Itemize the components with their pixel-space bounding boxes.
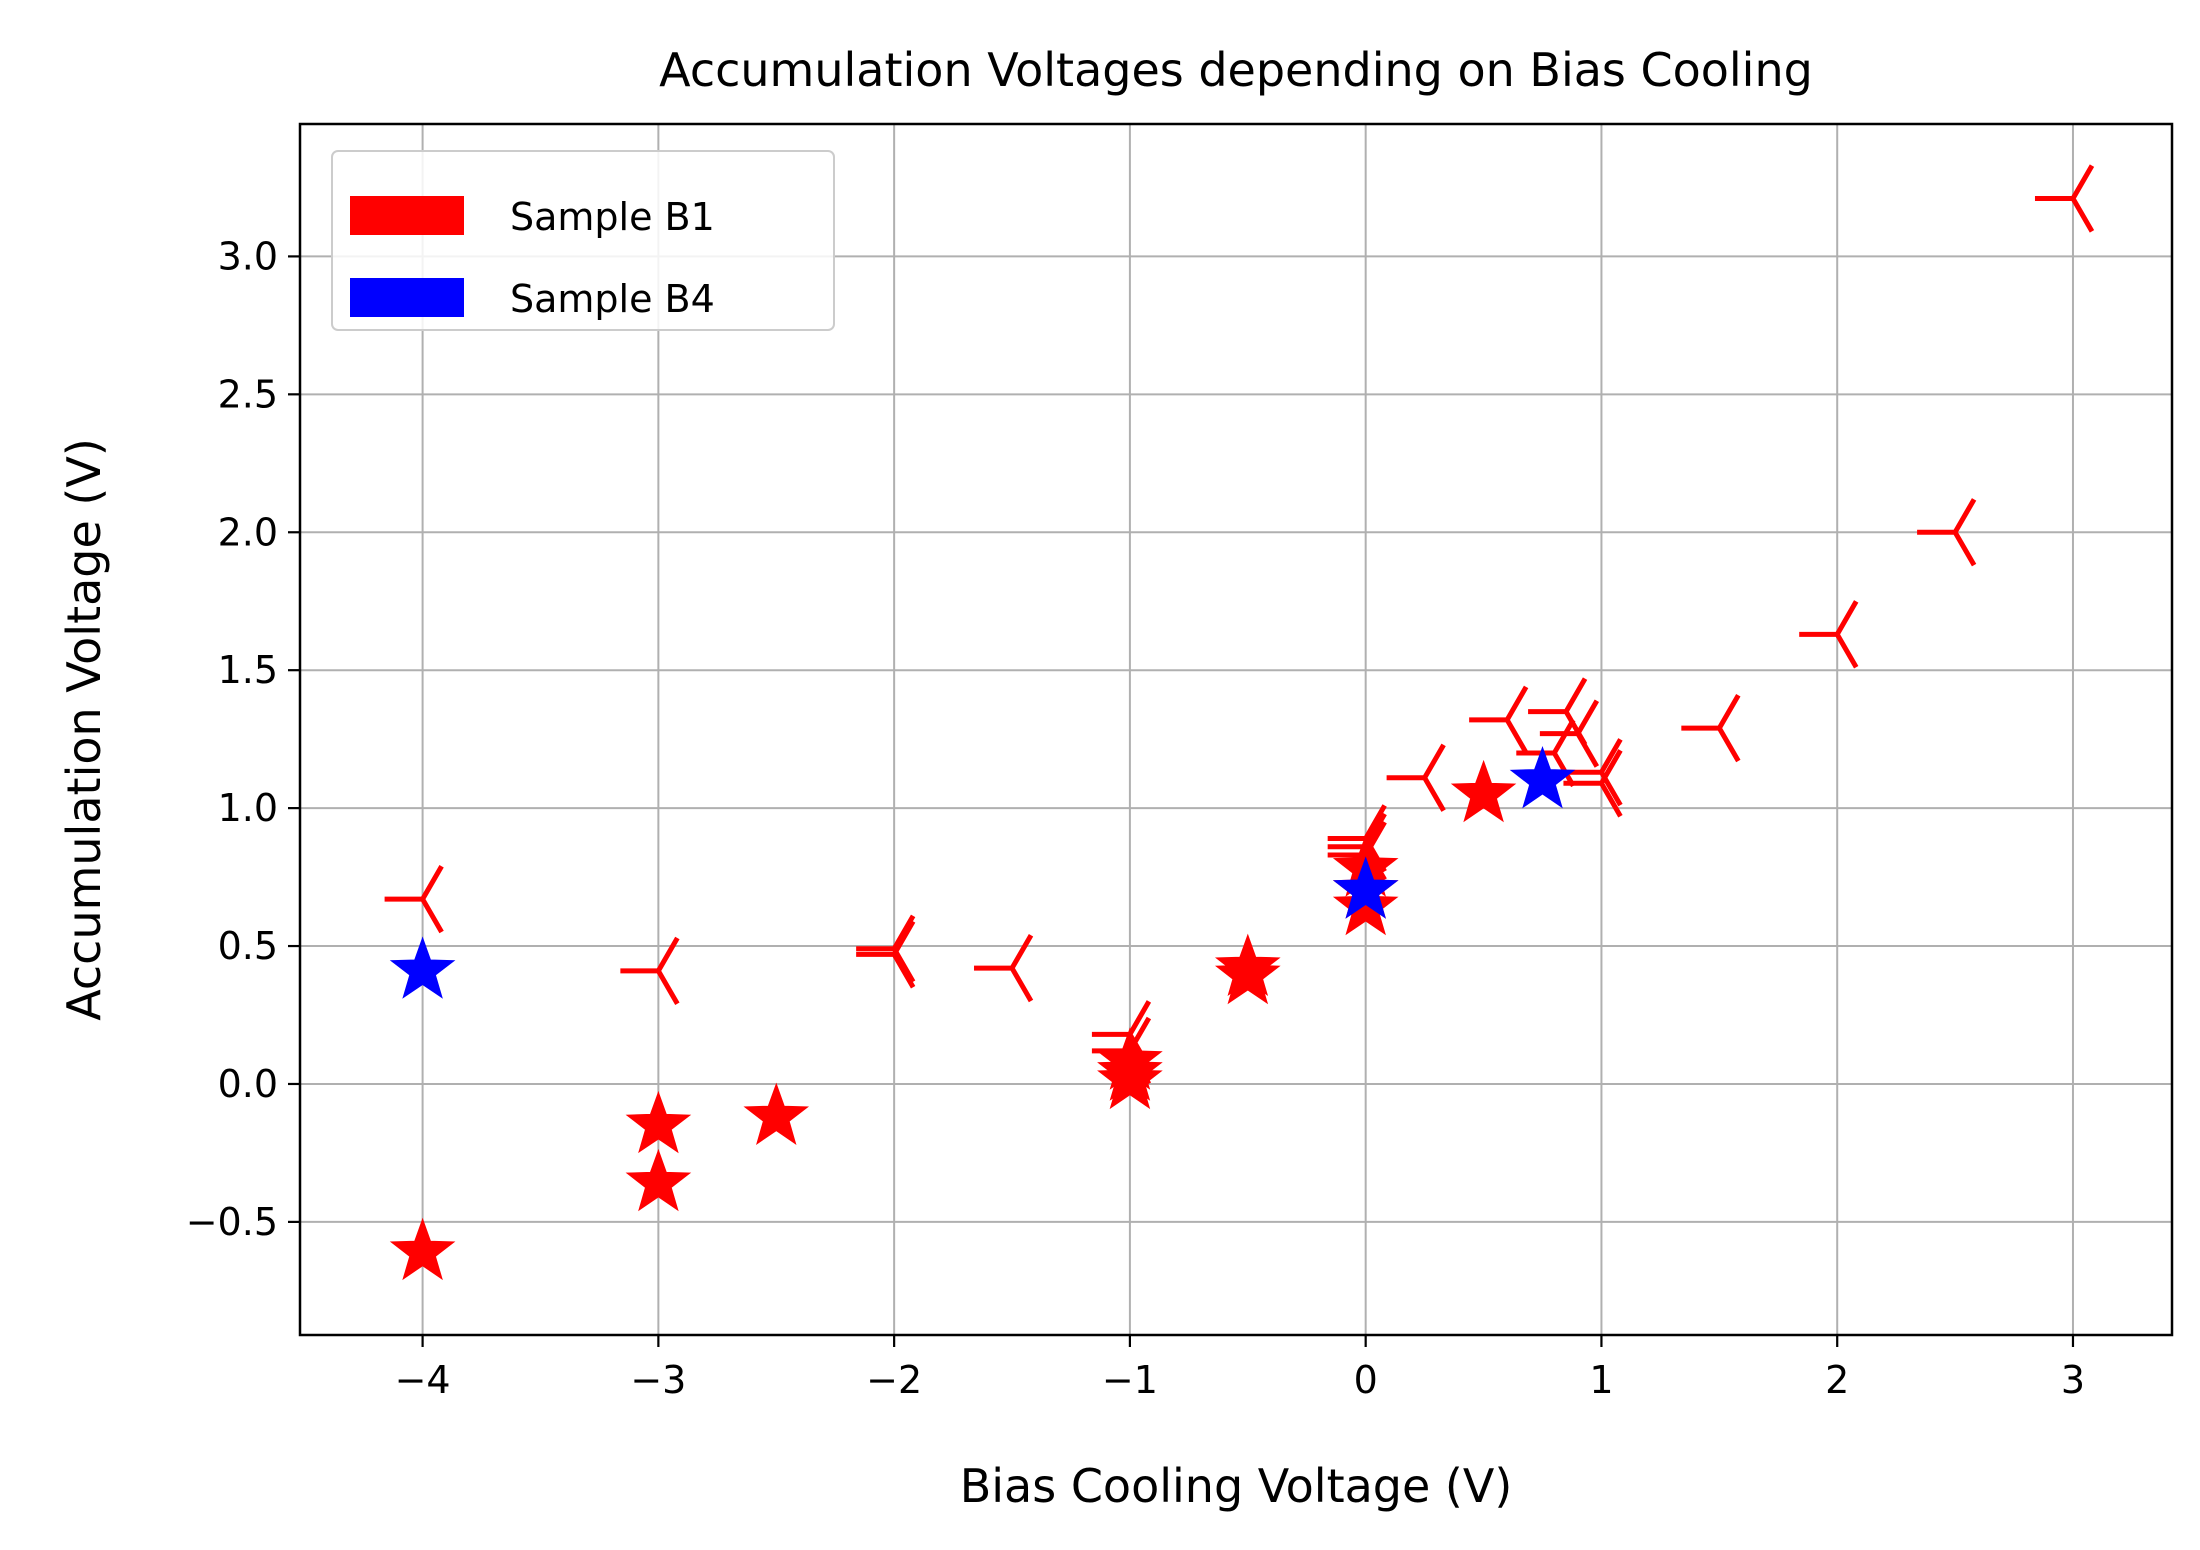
y-tick-label: 2.0 xyxy=(218,510,278,554)
x-tick-label: −1 xyxy=(1102,1358,1158,1402)
y-tick-label: 3.0 xyxy=(218,234,278,278)
x-tick-label: 0 xyxy=(1354,1358,1378,1402)
tri-left-marker xyxy=(1681,693,1741,763)
tri-left-marker xyxy=(856,914,916,983)
y-tick-label: −0.5 xyxy=(186,1200,278,1244)
y-tick-label: 0.5 xyxy=(218,924,278,968)
axes-frame xyxy=(298,122,2174,1337)
y-tick-label: 2.5 xyxy=(218,372,278,416)
x-tick-label: 3 xyxy=(2061,1358,2085,1402)
star-marker xyxy=(389,1217,456,1281)
star-marker xyxy=(1214,941,1281,1005)
tri-left-marker xyxy=(620,936,680,1006)
grid xyxy=(300,124,2172,1335)
legend-swatch xyxy=(350,196,464,235)
tri-left-marker xyxy=(1386,743,1446,812)
data-markers xyxy=(384,164,2095,1281)
legend-label: Sample B1 xyxy=(510,195,715,239)
chart-title: Accumulation Voltages depending on Bias … xyxy=(659,43,1813,97)
legend: Sample B1 Sample B4 xyxy=(331,150,835,331)
tri-left-marker xyxy=(1563,749,1623,818)
star-marker xyxy=(1332,856,1399,919)
x-tick-label: 2 xyxy=(1825,1358,1849,1402)
y-tick-label: 1.5 xyxy=(218,648,278,692)
star-marker xyxy=(1097,1046,1163,1110)
tri-left-marker xyxy=(974,933,1034,1003)
legend-label: Sample B4 xyxy=(510,277,715,321)
tri-left-marker xyxy=(384,864,444,934)
tri-left-marker xyxy=(1799,600,1859,669)
tri-left-marker xyxy=(1917,498,1977,567)
tri-left-marker xyxy=(856,920,916,989)
tri-left-marker xyxy=(1469,685,1529,755)
x-tick-label: −4 xyxy=(395,1358,451,1402)
y-tick-label: 0.0 xyxy=(218,1062,278,1106)
tri-left-marker xyxy=(1539,699,1600,768)
star-marker xyxy=(625,1148,692,1212)
x-tick-label: −2 xyxy=(866,1358,922,1402)
star-marker xyxy=(1509,746,1576,809)
x-tick-label: 1 xyxy=(1589,1358,1613,1402)
legend-swatch xyxy=(350,278,464,317)
tri-left-marker xyxy=(1516,718,1576,788)
star-marker xyxy=(389,936,456,999)
tri-left-marker xyxy=(2034,164,2095,233)
axis-ticks: −4 −3 −2 −1 0 1 2 3 −0.5 0.0 0.5 1.0 1.5 2.0 2.5 3.0 xyxy=(186,234,2085,1402)
y-axis-label: Accumulation Voltage (V) xyxy=(57,438,111,1021)
x-axis-label: Bias Cooling Voltage (V) xyxy=(960,1459,1513,1513)
star-marker xyxy=(625,1090,692,1154)
star-marker xyxy=(743,1082,810,1145)
star-marker xyxy=(1450,759,1517,823)
x-tick-label: −3 xyxy=(630,1358,686,1402)
y-tick-label: 1.0 xyxy=(218,786,278,830)
